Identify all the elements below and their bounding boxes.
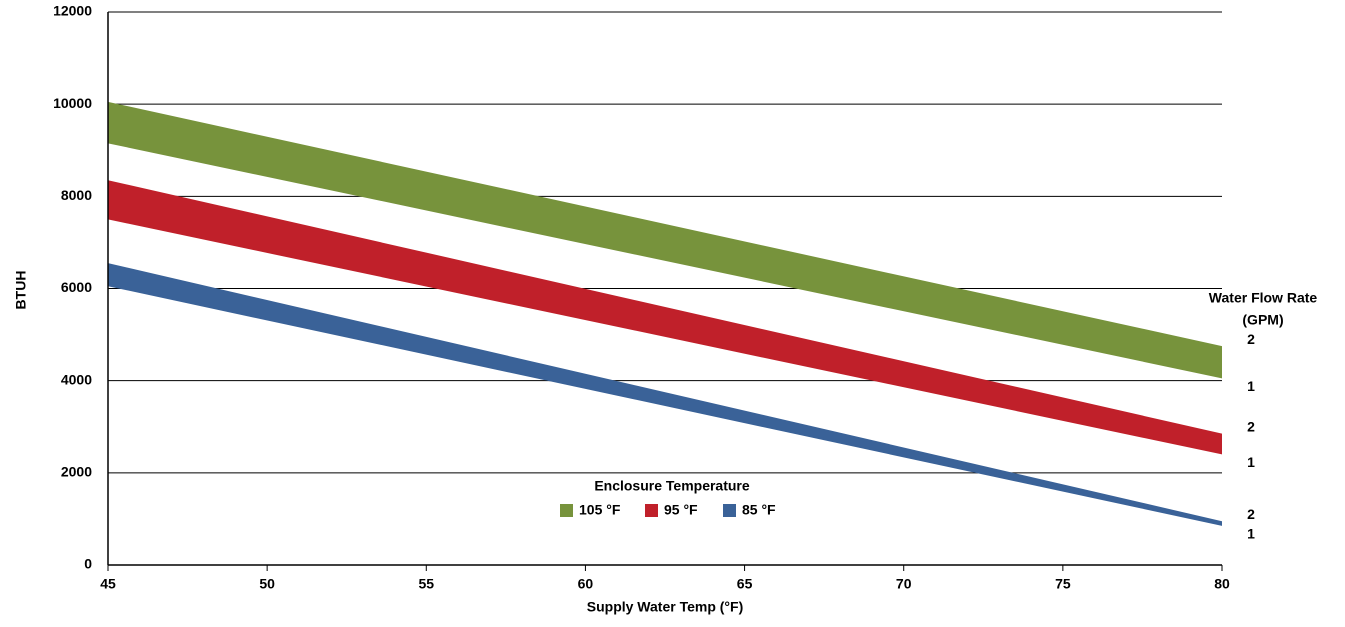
x-tick-label: 80 xyxy=(1214,576,1230,592)
y-tick-label: 0 xyxy=(84,556,92,572)
y-tick-label: 2000 xyxy=(61,464,92,480)
flow-label: 1 xyxy=(1247,378,1255,394)
band xyxy=(108,263,1222,526)
x-tick-label: 45 xyxy=(100,576,116,592)
x-axis-label: Supply Water Temp (°F) xyxy=(587,599,744,615)
y-axis-label: BTUH xyxy=(13,271,29,310)
y-tick-label: 10000 xyxy=(53,95,92,111)
y-tick-label: 12000 xyxy=(53,3,92,19)
flow-title: Water Flow Rate xyxy=(1209,290,1318,306)
legend-swatch xyxy=(645,504,658,517)
x-tick-label: 70 xyxy=(896,576,912,592)
legend-label: 105 °F xyxy=(579,502,621,518)
legend-swatch xyxy=(560,504,573,517)
flow-label: 1 xyxy=(1247,454,1255,470)
legend-title: Enclosure Temperature xyxy=(594,478,750,494)
x-tick-label: 55 xyxy=(418,576,434,592)
x-tick-label: 75 xyxy=(1055,576,1071,592)
y-tick-label: 6000 xyxy=(61,279,92,295)
y-tick-label: 4000 xyxy=(61,371,92,387)
flow-label: 2 xyxy=(1247,418,1255,434)
band xyxy=(108,180,1222,455)
flow-label: 2 xyxy=(1247,506,1255,522)
flow-label: 1 xyxy=(1247,526,1255,542)
legend-swatch xyxy=(723,504,736,517)
x-tick-label: 50 xyxy=(259,576,275,592)
x-tick-label: 60 xyxy=(578,576,594,592)
band xyxy=(108,101,1222,379)
x-tick-label: 65 xyxy=(737,576,753,592)
flow-label: 2 xyxy=(1247,331,1255,347)
y-tick-label: 8000 xyxy=(61,187,92,203)
legend-label: 85 °F xyxy=(742,502,776,518)
legend-label: 95 °F xyxy=(664,502,698,518)
flow-title: (GPM) xyxy=(1242,312,1283,328)
